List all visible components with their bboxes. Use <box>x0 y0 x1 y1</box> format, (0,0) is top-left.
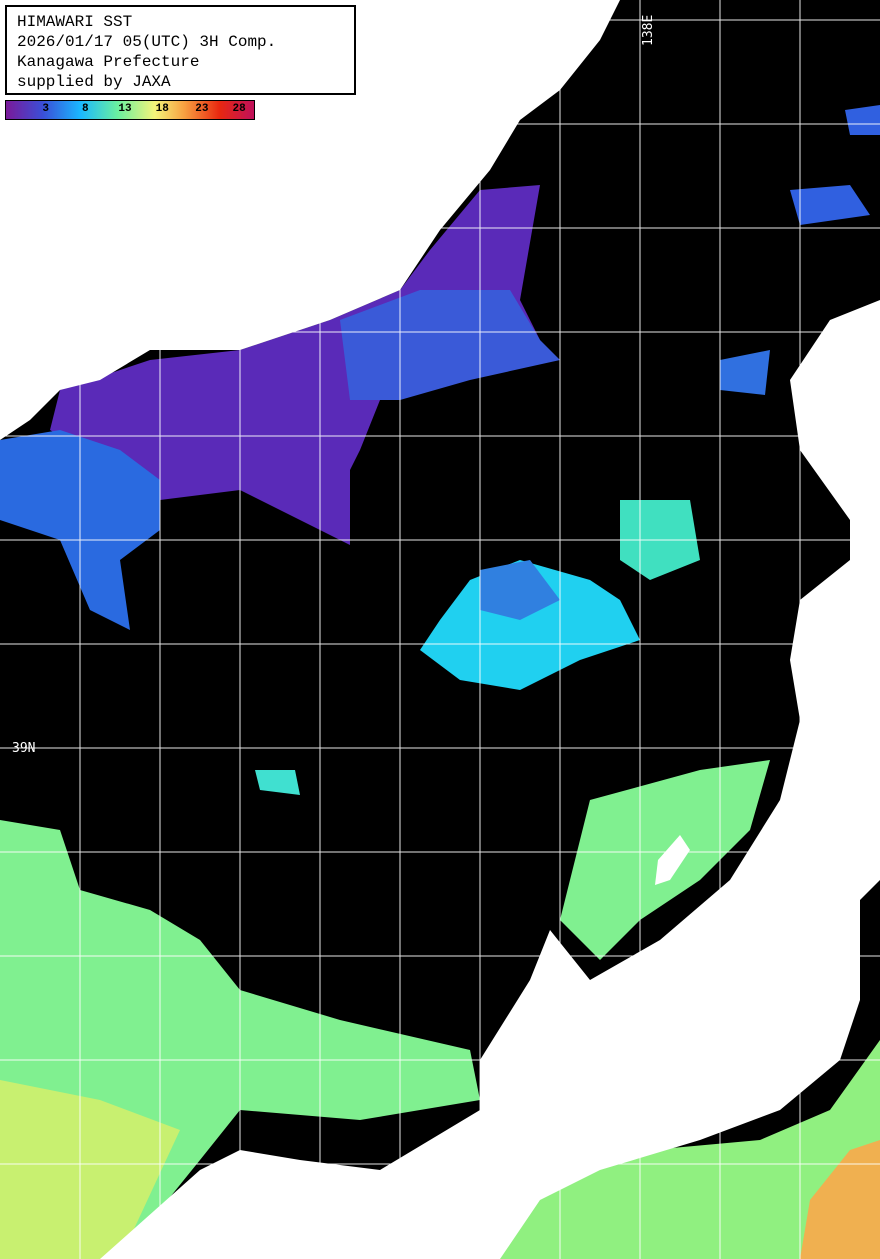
title-line-datetime: 2026/01/17 05(UTC) 3H Comp. <box>17 33 277 51</box>
colorbar-tick: 18 <box>155 103 169 115</box>
sst-patch-yellow-sw <box>0 1080 180 1259</box>
sst-patch-blue-ne <box>790 185 870 225</box>
colorbar-tick: 28 <box>232 103 246 115</box>
title-box: HIMAWARI SST 2026/01/17 05(UTC) 3H Comp.… <box>5 5 356 95</box>
land-sado-island <box>655 835 690 885</box>
longitude-label: 138E <box>641 14 656 46</box>
colorbar-tick: 23 <box>195 103 209 115</box>
colorbar-tick: 8 <box>82 103 89 115</box>
sst-patch-blue-center <box>480 560 560 620</box>
sst-patch-cyan-small <box>255 770 300 795</box>
sst-patch-cyan-center <box>420 560 640 690</box>
colorbar-tick: 13 <box>118 103 132 115</box>
temperature-colorbar: 3 8 13 18 23 28 <box>5 100 255 120</box>
sst-patch-blue-coast <box>340 290 560 400</box>
land-honshu-east <box>100 300 880 1259</box>
colorbar-tick: 3 <box>42 103 49 115</box>
sst-patch-green-se <box>500 1040 880 1259</box>
latitude-label: 39N <box>12 741 36 756</box>
sst-patch-orange-se <box>800 1140 880 1259</box>
sst-patch-blue-ne2 <box>845 105 880 135</box>
title-line-product: HIMAWARI SST <box>17 13 133 31</box>
title-line-supplier: supplied by JAXA <box>17 73 171 91</box>
sst-patch-cold-north <box>50 185 540 545</box>
sst-patch-blue-ne3 <box>720 350 770 395</box>
title-line-prefecture: Kanagawa Prefecture <box>17 53 200 71</box>
